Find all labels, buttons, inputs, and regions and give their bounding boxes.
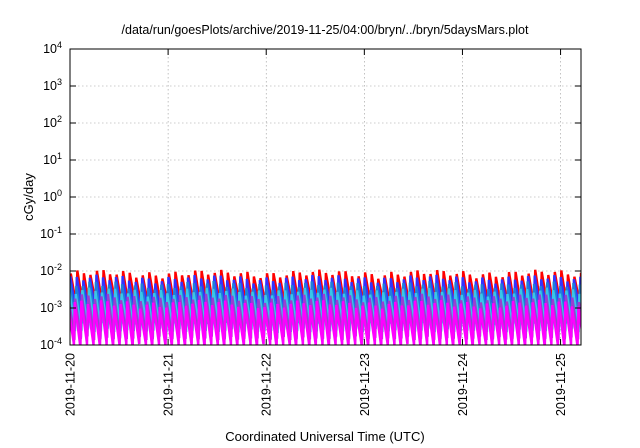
y-tick-label: 100 xyxy=(43,188,62,204)
x-tick-label: 2019-11-25 xyxy=(554,353,568,416)
series-line xyxy=(70,299,581,345)
x-tick-label: 2019-11-21 xyxy=(162,353,176,416)
x-tick-label: 2019-11-20 xyxy=(64,353,78,416)
series-group xyxy=(70,269,581,345)
y-tick-label: 10-3 xyxy=(40,299,62,315)
y-tick-label: 10-1 xyxy=(40,225,62,241)
x-tick-label: 2019-11-22 xyxy=(260,353,274,416)
y-tick-label: 10-2 xyxy=(40,262,62,278)
y-tick-label: 104 xyxy=(43,40,62,56)
y-tick-label: 102 xyxy=(43,114,62,130)
x-axis: 2019-11-20 2019-11-21 2019-11-22 2019-11-23… xyxy=(64,49,568,416)
x-tick-label: 2019-11-24 xyxy=(456,353,470,416)
chart-title: /data/run/goesPlots/archive/2019-11-25/0… xyxy=(122,23,529,37)
y-axis: 10-4 10-3 10-2 10-1 100 101 102 103 104 xyxy=(40,40,581,352)
x-axis-label: Coordinated Universal Time (UTC) xyxy=(225,429,424,444)
y-axis-label: cGy/day xyxy=(21,173,36,221)
y-tick-label: 101 xyxy=(43,151,62,167)
y-tick-label: 103 xyxy=(43,77,62,93)
y-tick-label: 10-4 xyxy=(40,336,62,352)
x-tick-label: 2019-11-23 xyxy=(358,353,372,416)
